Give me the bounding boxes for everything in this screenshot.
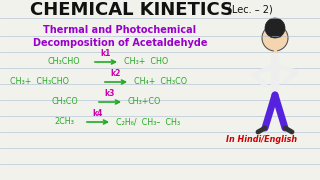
Circle shape	[262, 25, 288, 51]
Text: CH₃+  CH₃CHO: CH₃+ CH₃CHO	[10, 78, 69, 87]
Text: CH₄+  CH₃CO: CH₄+ CH₃CO	[134, 78, 187, 87]
Text: k4: k4	[93, 109, 103, 118]
Text: CHEMICAL KINETICS: CHEMICAL KINETICS	[30, 1, 234, 19]
Text: 2CH₃: 2CH₃	[54, 118, 74, 127]
Text: C₂H₆/  CH₃–  CH₃: C₂H₆/ CH₃– CH₃	[116, 118, 180, 127]
Text: k1: k1	[101, 50, 111, 59]
Text: Thermal and Photochemical: Thermal and Photochemical	[44, 25, 196, 35]
Text: CH₃+CO: CH₃+CO	[128, 98, 161, 107]
Text: Decomposition of Acetaldehyde: Decomposition of Acetaldehyde	[33, 38, 207, 48]
Text: CH₃+  CHO: CH₃+ CHO	[124, 57, 168, 66]
Text: In Hindi/English: In Hindi/English	[227, 136, 298, 145]
Text: k2: k2	[111, 69, 121, 78]
Text: CH₃CO: CH₃CO	[52, 98, 79, 107]
Text: CH₃CHO: CH₃CHO	[48, 57, 81, 66]
Text: (Lec. – 2): (Lec. – 2)	[228, 5, 273, 15]
Text: k3: k3	[105, 89, 115, 98]
Circle shape	[265, 18, 285, 38]
